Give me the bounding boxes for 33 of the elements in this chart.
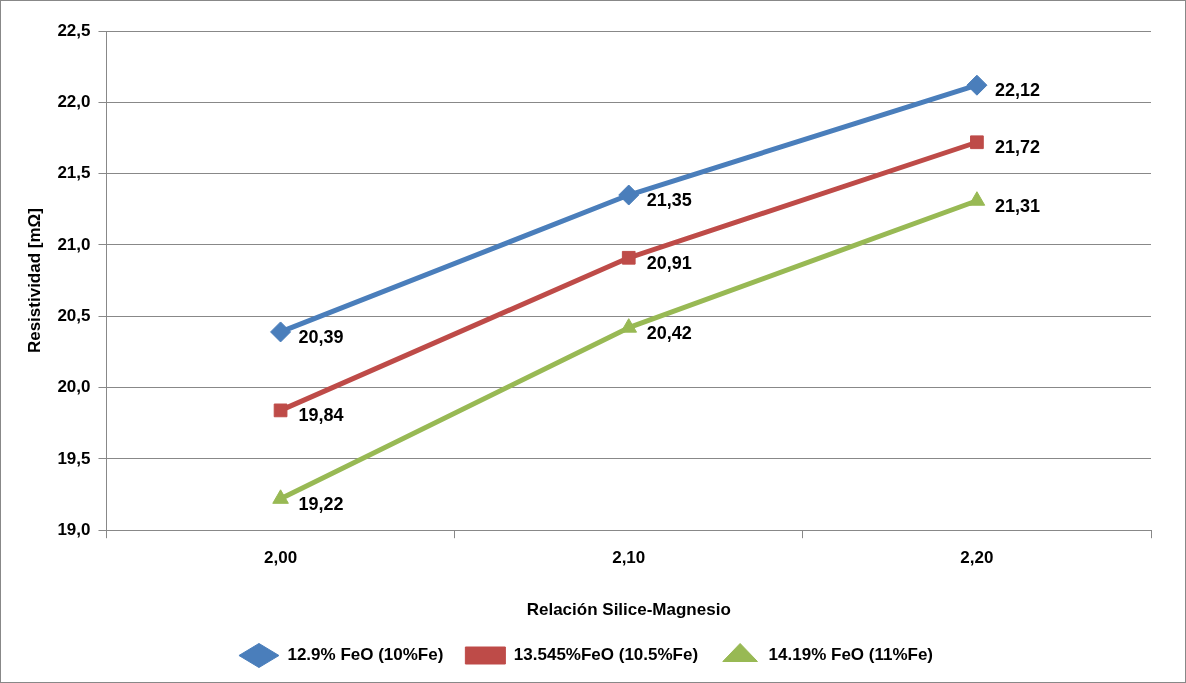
point (270, 321, 292, 343)
x-tick-label: 2,20 (960, 548, 994, 568)
y-tick-label: 22,5 (57, 20, 91, 40)
x-axis-title: Relación Silice-Magnesio (526, 600, 731, 620)
data-label: 20,39 (298, 326, 344, 347)
point (970, 135, 984, 150)
y-tick-label: 19,5 (57, 448, 91, 468)
legend-label: 14.19% FeO (11%Fe) (768, 645, 934, 665)
point (966, 74, 988, 96)
y-tick-label: 21,5 (57, 163, 91, 183)
x-tick-label: 2,00 (264, 548, 298, 568)
data-label: 20,42 (646, 322, 692, 343)
legend-label: 12.9% FeO (10%Fe) (287, 645, 444, 665)
data-label: 19,22 (298, 493, 344, 514)
legend-label: 13.545%FeO (10.5%Fe) (513, 645, 699, 665)
x-tick-label: 2,10 (612, 548, 646, 568)
y-tick-label: 20,0 (57, 377, 91, 397)
y-tick-label: 20,5 (57, 305, 91, 325)
data-label: 22,12 (994, 80, 1040, 101)
y-tick-label: 19,0 (57, 519, 91, 539)
data-label: 19,84 (298, 405, 344, 426)
data-label: 21,31 (994, 195, 1040, 216)
y-tick-label: 22,0 (57, 92, 91, 111)
data-label: 21,72 (994, 137, 1040, 158)
point (272, 489, 289, 504)
data-label: 21,35 (646, 189, 692, 210)
y-axis-title: Resistividad [mΩ] (24, 208, 44, 354)
point (621, 250, 636, 265)
point (618, 184, 640, 206)
y-tick-label: 21,0 (57, 234, 91, 254)
point (273, 403, 288, 418)
data-label: 20,91 (646, 252, 692, 273)
point (620, 318, 638, 333)
